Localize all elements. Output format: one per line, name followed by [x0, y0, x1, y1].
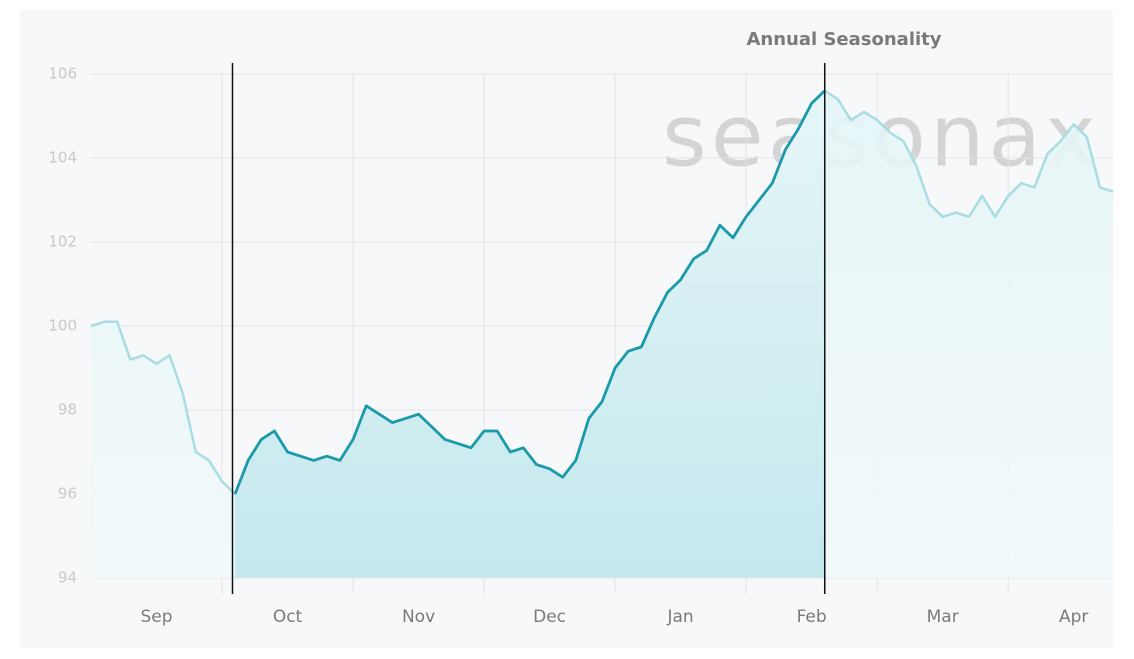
x-tick-label: Sep	[140, 607, 172, 627]
y-tick-label: 102	[48, 233, 77, 251]
x-tick-label: Dec	[533, 607, 566, 627]
x-tick-label: Mar	[927, 607, 959, 627]
y-tick-label: 100	[48, 317, 77, 335]
y-tick-label: 94	[58, 569, 77, 587]
x-tick-label: Feb	[797, 607, 827, 627]
y-tick-label: 106	[48, 65, 77, 83]
x-tick-label: Jan	[667, 607, 694, 627]
x-tick-label: Apr	[1059, 607, 1088, 627]
y-tick-label: 98	[58, 401, 77, 419]
x-tick-label: Nov	[402, 607, 435, 627]
chart-title: Annual Seasonality	[747, 29, 942, 50]
highlight-area	[235, 90, 825, 579]
highlight-line	[233, 89, 826, 495]
y-tick-label: 96	[58, 485, 77, 503]
x-tick-label: Oct	[273, 607, 303, 627]
y-tick-label: 104	[48, 149, 77, 167]
